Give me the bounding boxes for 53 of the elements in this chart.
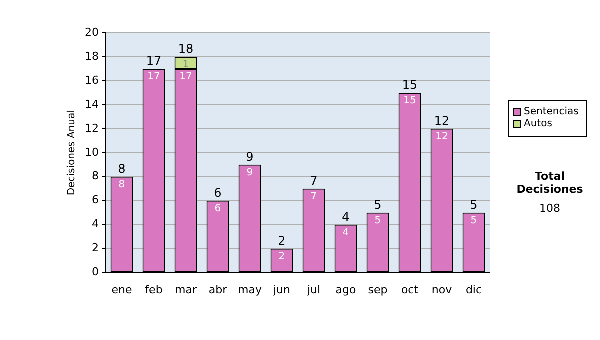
total-label: 9 [246,150,254,164]
y-tick-label: 18 [84,50,99,63]
x-tick-label: dic [466,283,482,296]
total-label: 5 [470,198,478,212]
data-label: 12 [436,132,448,143]
x-tick-label: jul [306,283,321,296]
x-tick-label: may [238,283,262,296]
x-tick-label: oct [401,283,420,296]
x-tick-label: sep [368,283,388,296]
x-tick-label: ene [112,283,132,296]
data-label: 9 [246,167,254,178]
x-tick-label: nov [432,283,453,296]
total-label: 8 [118,162,126,176]
text: Total Decisiones [516,170,584,196]
total-label: 7 [310,174,318,188]
y-axis-title: Decisiones Anual [66,110,78,196]
x-tick-label: feb [145,283,163,296]
total-label: 4 [342,210,350,224]
y-tick-label: 2 [92,242,99,255]
y-tick-label: 0 [92,266,99,279]
data-label: 8 [118,179,126,190]
y-tick-label: 10 [84,146,99,159]
total-label: 18 [178,42,194,56]
total-label: 2 [278,234,286,248]
data-label: 2 [278,251,286,262]
data-label: 7 [310,191,318,202]
data-label: 15 [404,96,416,107]
total-label: 15 [402,78,418,92]
x-tick-label: jun [272,283,291,296]
y-tick-label: 4 [92,218,99,231]
legend-label: Autos [524,118,552,130]
data-label: 6 [214,203,222,214]
data-label: 5 [470,215,478,226]
total-label: 17 [146,54,162,68]
y-tick-label: 20 [84,26,99,39]
y-tick-label: 14 [84,98,99,111]
total-label: 12 [434,114,450,128]
total-label: 5 [374,198,382,212]
y-tick-label: 12 [84,122,99,135]
data-label: 5 [374,215,382,226]
y-tick-label: 8 [92,170,99,183]
legend-label: Sentencias [524,106,579,118]
x-tick-label: abr [208,283,228,296]
x-tick-label: ago [336,283,356,296]
total-label: 6 [214,186,222,200]
data-label: 17 [148,72,160,83]
data-label: 17 [180,72,192,83]
y-tick-label: 6 [92,194,99,207]
data-label: 4 [342,227,350,238]
x-tick-label: mar [175,283,198,296]
text: 108 [538,202,562,215]
data-label: 1 [182,60,190,71]
y-tick-label: 16 [84,74,99,87]
